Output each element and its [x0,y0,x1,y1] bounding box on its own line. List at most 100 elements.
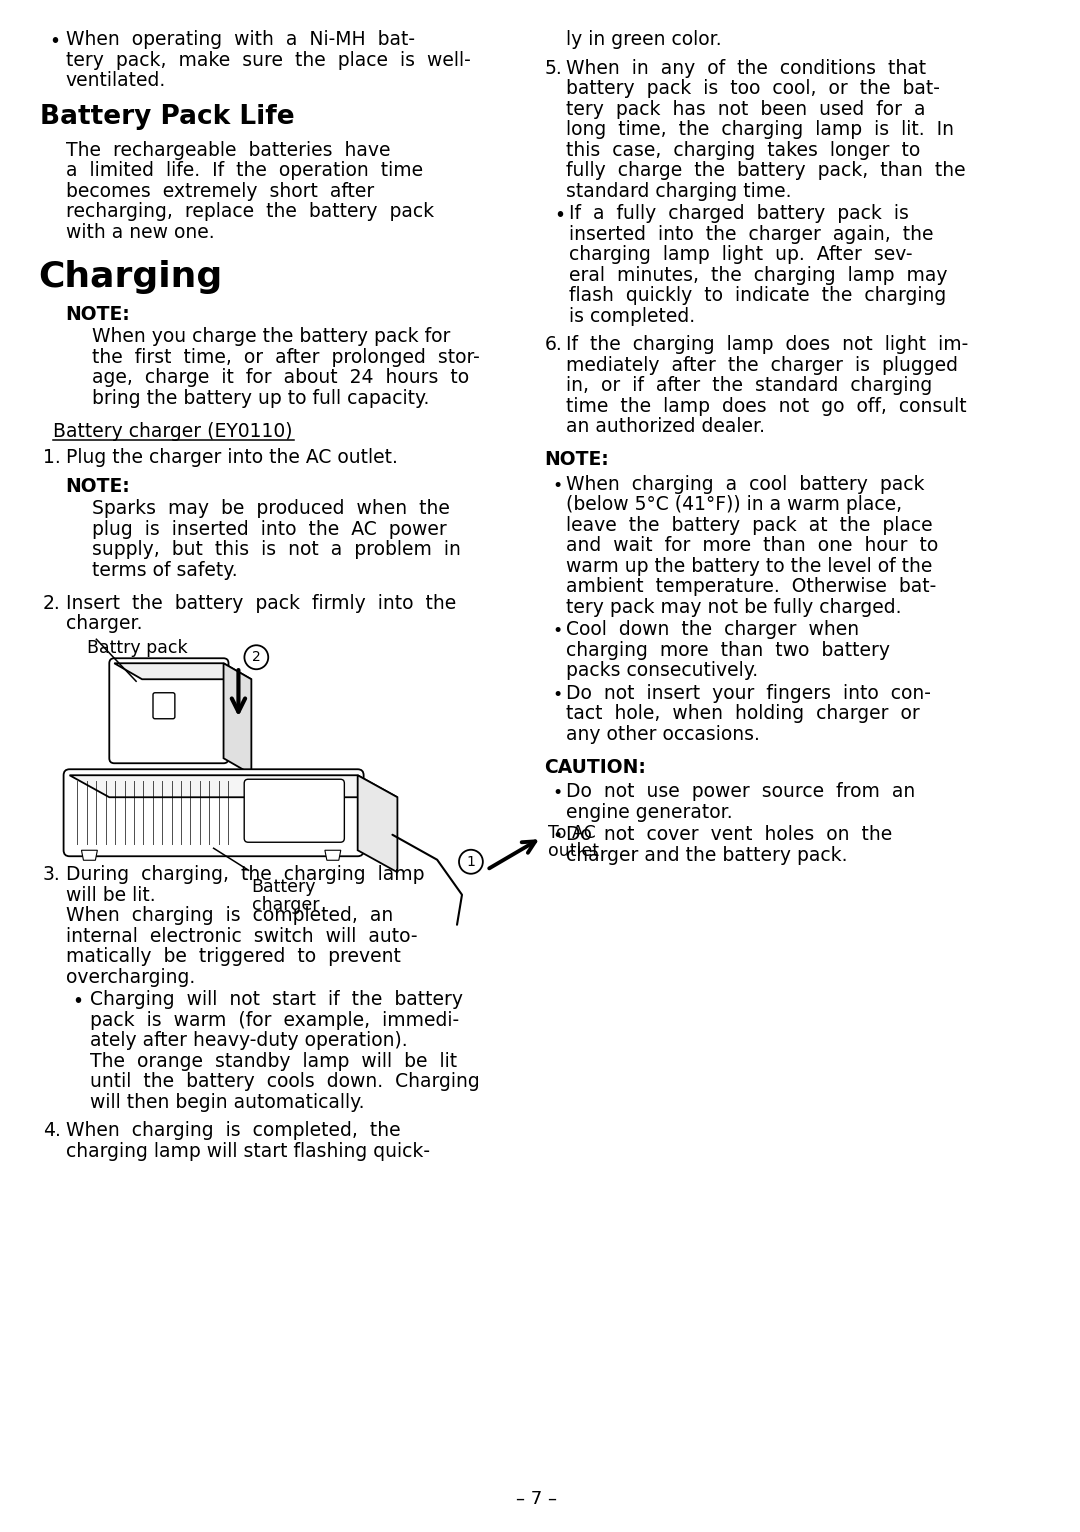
Circle shape [273,804,281,812]
Text: inserted  into  the  charger  again,  the: inserted into the charger again, the [569,225,934,244]
Text: •: • [50,32,60,51]
Circle shape [459,850,483,873]
Text: NOTE:: NOTE: [66,305,131,323]
Polygon shape [224,663,252,774]
Polygon shape [325,850,341,861]
Text: Cool  down  the  charger  when: Cool down the charger when [566,620,860,639]
Text: plug  is  inserted  into  the  AC  power: plug is inserted into the AC power [93,519,447,539]
Text: charger.: charger. [66,614,143,633]
Text: long  time,  the  charging  lamp  is  lit.  In: long time, the charging lamp is lit. In [566,119,955,139]
Text: ventilated.: ventilated. [66,70,166,90]
Text: If  a  fully  charged  battery  pack  is: If a fully charged battery pack is [569,204,909,224]
Text: tery  pack,  make  sure  the  place  is  well-: tery pack, make sure the place is well- [66,51,470,69]
Text: Plug the charger into the AC outlet.: Plug the charger into the AC outlet. [66,449,397,467]
Text: tery pack may not be fully charged.: tery pack may not be fully charged. [566,597,902,617]
Circle shape [301,804,310,812]
Text: terms of safety.: terms of safety. [93,561,238,581]
Text: 1.: 1. [43,449,60,467]
Text: ly in green color.: ly in green color. [566,31,721,49]
Text: – 7 –: – 7 – [516,1491,557,1507]
Polygon shape [114,663,252,679]
Text: charger and the battery pack.: charger and the battery pack. [566,846,848,866]
Text: Battry pack: Battry pack [87,639,188,657]
Text: The  orange  standby  lamp  will  be  lit: The orange standby lamp will be lit [91,1052,458,1071]
FancyBboxPatch shape [244,780,345,843]
Text: When  charging  is  completed,  the: When charging is completed, the [66,1121,401,1140]
Text: outlet: outlet [549,841,599,859]
Text: 2: 2 [252,650,260,665]
Text: bring the battery up to full capacity.: bring the battery up to full capacity. [93,389,430,408]
FancyBboxPatch shape [64,769,364,856]
Text: any other occasions.: any other occasions. [566,725,760,745]
Text: becomes  extremely  short  after: becomes extremely short after [66,182,374,201]
Text: a  limited  life.  If  the  operation  time: a limited life. If the operation time [66,161,422,181]
Text: (below 5°C (41°F)) in a warm place,: (below 5°C (41°F)) in a warm place, [566,495,903,515]
Text: •: • [554,207,566,225]
Text: Battery: Battery [252,878,316,896]
Text: internal  electronic  switch  will  auto-: internal electronic switch will auto- [66,927,417,945]
Text: charger: charger [252,896,319,915]
Text: matically  be  triggered  to  prevent: matically be triggered to prevent [66,947,401,967]
Text: is completed.: is completed. [569,306,696,326]
Text: pack  is  warm  (for  example,  immedi-: pack is warm (for example, immedi- [91,1011,459,1030]
Text: Do  not  insert  your  fingers  into  con-: Do not insert your fingers into con- [566,683,931,703]
Text: warm up the battery to the level of the: warm up the battery to the level of the [566,556,933,576]
Polygon shape [69,775,397,797]
Text: age,  charge  it  for  about  24  hours  to: age, charge it for about 24 hours to [93,368,470,388]
Text: flash  quickly  to  indicate  the  charging: flash quickly to indicate the charging [569,286,946,305]
Text: mediately  after  the  charger  is  plugged: mediately after the charger is plugged [566,355,958,375]
Text: 2.: 2. [43,594,60,613]
Text: fully  charge  the  battery  pack,  than  the: fully charge the battery pack, than the [566,161,966,181]
Text: tact  hole,  when  holding  charger  or: tact hole, when holding charger or [566,705,920,723]
Text: To AC: To AC [549,824,596,841]
Polygon shape [357,775,397,872]
Text: Do  not  cover  vent  holes  on  the: Do not cover vent holes on the [566,826,892,844]
Text: eral  minutes,  the  charging  lamp  may: eral minutes, the charging lamp may [569,265,948,285]
Text: and  wait  for  more  than  one  hour  to: and wait for more than one hour to [566,536,939,556]
Text: tery  pack  has  not  been  used  for  a: tery pack has not been used for a [566,100,926,118]
Text: ambient  temperature.  Otherwise  bat-: ambient temperature. Otherwise bat- [566,578,936,596]
Text: Battery Pack Life: Battery Pack Life [40,104,295,130]
Text: NOTE:: NOTE: [544,450,609,469]
Text: engine generator.: engine generator. [566,803,733,821]
Text: standard charging time.: standard charging time. [566,182,792,201]
Text: •: • [552,686,563,703]
Text: this  case,  charging  takes  longer  to: this case, charging takes longer to [566,141,920,159]
Text: Sparks  may  be  produced  when  the: Sparks may be produced when the [93,499,450,518]
Text: When  charging  is  completed,  an: When charging is completed, an [66,907,393,925]
Text: charging  more  than  two  battery: charging more than two battery [566,640,890,660]
Polygon shape [81,850,97,861]
Text: •: • [552,784,563,803]
Text: When  in  any  of  the  conditions  that: When in any of the conditions that [566,58,927,78]
Text: overcharging.: overcharging. [66,968,194,987]
Text: 4.: 4. [43,1121,60,1140]
Text: leave  the  battery  pack  at  the  place: leave the battery pack at the place [566,516,933,535]
Text: packs consecutively.: packs consecutively. [566,662,758,680]
Text: •: • [552,622,563,640]
Text: an authorized dealer.: an authorized dealer. [566,417,766,437]
Text: •: • [552,827,563,846]
Circle shape [244,645,268,669]
Text: time  the  lamp  does  not  go  off,  consult: time the lamp does not go off, consult [566,397,967,417]
FancyBboxPatch shape [153,692,175,719]
Text: The  rechargeable  batteries  have: The rechargeable batteries have [66,141,390,159]
Text: supply,  but  this  is  not  a  problem  in: supply, but this is not a problem in [93,541,461,559]
Text: Charging  will  not  start  if  the  battery: Charging will not start if the battery [91,990,463,1010]
Text: Charging: Charging [38,259,222,294]
Text: in,  or  if  after  the  standard  charging: in, or if after the standard charging [566,377,932,395]
Text: If  the  charging  lamp  does  not  light  im-: If the charging lamp does not light im- [566,336,969,354]
Text: NOTE:: NOTE: [66,476,131,496]
FancyBboxPatch shape [109,659,229,763]
Text: 5.: 5. [544,58,563,78]
Text: charging lamp will start flashing quick-: charging lamp will start flashing quick- [66,1141,430,1161]
Text: When  operating  with  a  Ni-MH  bat-: When operating with a Ni-MH bat- [66,31,415,49]
Text: with a new one.: with a new one. [66,222,214,242]
Text: Battery charger (EY0110): Battery charger (EY0110) [53,421,293,441]
Text: will then begin automatically.: will then begin automatically. [91,1092,365,1112]
Text: recharging,  replace  the  battery  pack: recharging, replace the battery pack [66,202,434,221]
Text: ately after heavy-duty operation).: ately after heavy-duty operation). [91,1031,408,1051]
Text: During  charging,  the  charging  lamp: During charging, the charging lamp [66,866,424,884]
Text: until  the  battery  cools  down.  Charging: until the battery cools down. Charging [91,1072,481,1091]
Text: •: • [72,993,83,1011]
Text: •: • [552,476,563,495]
